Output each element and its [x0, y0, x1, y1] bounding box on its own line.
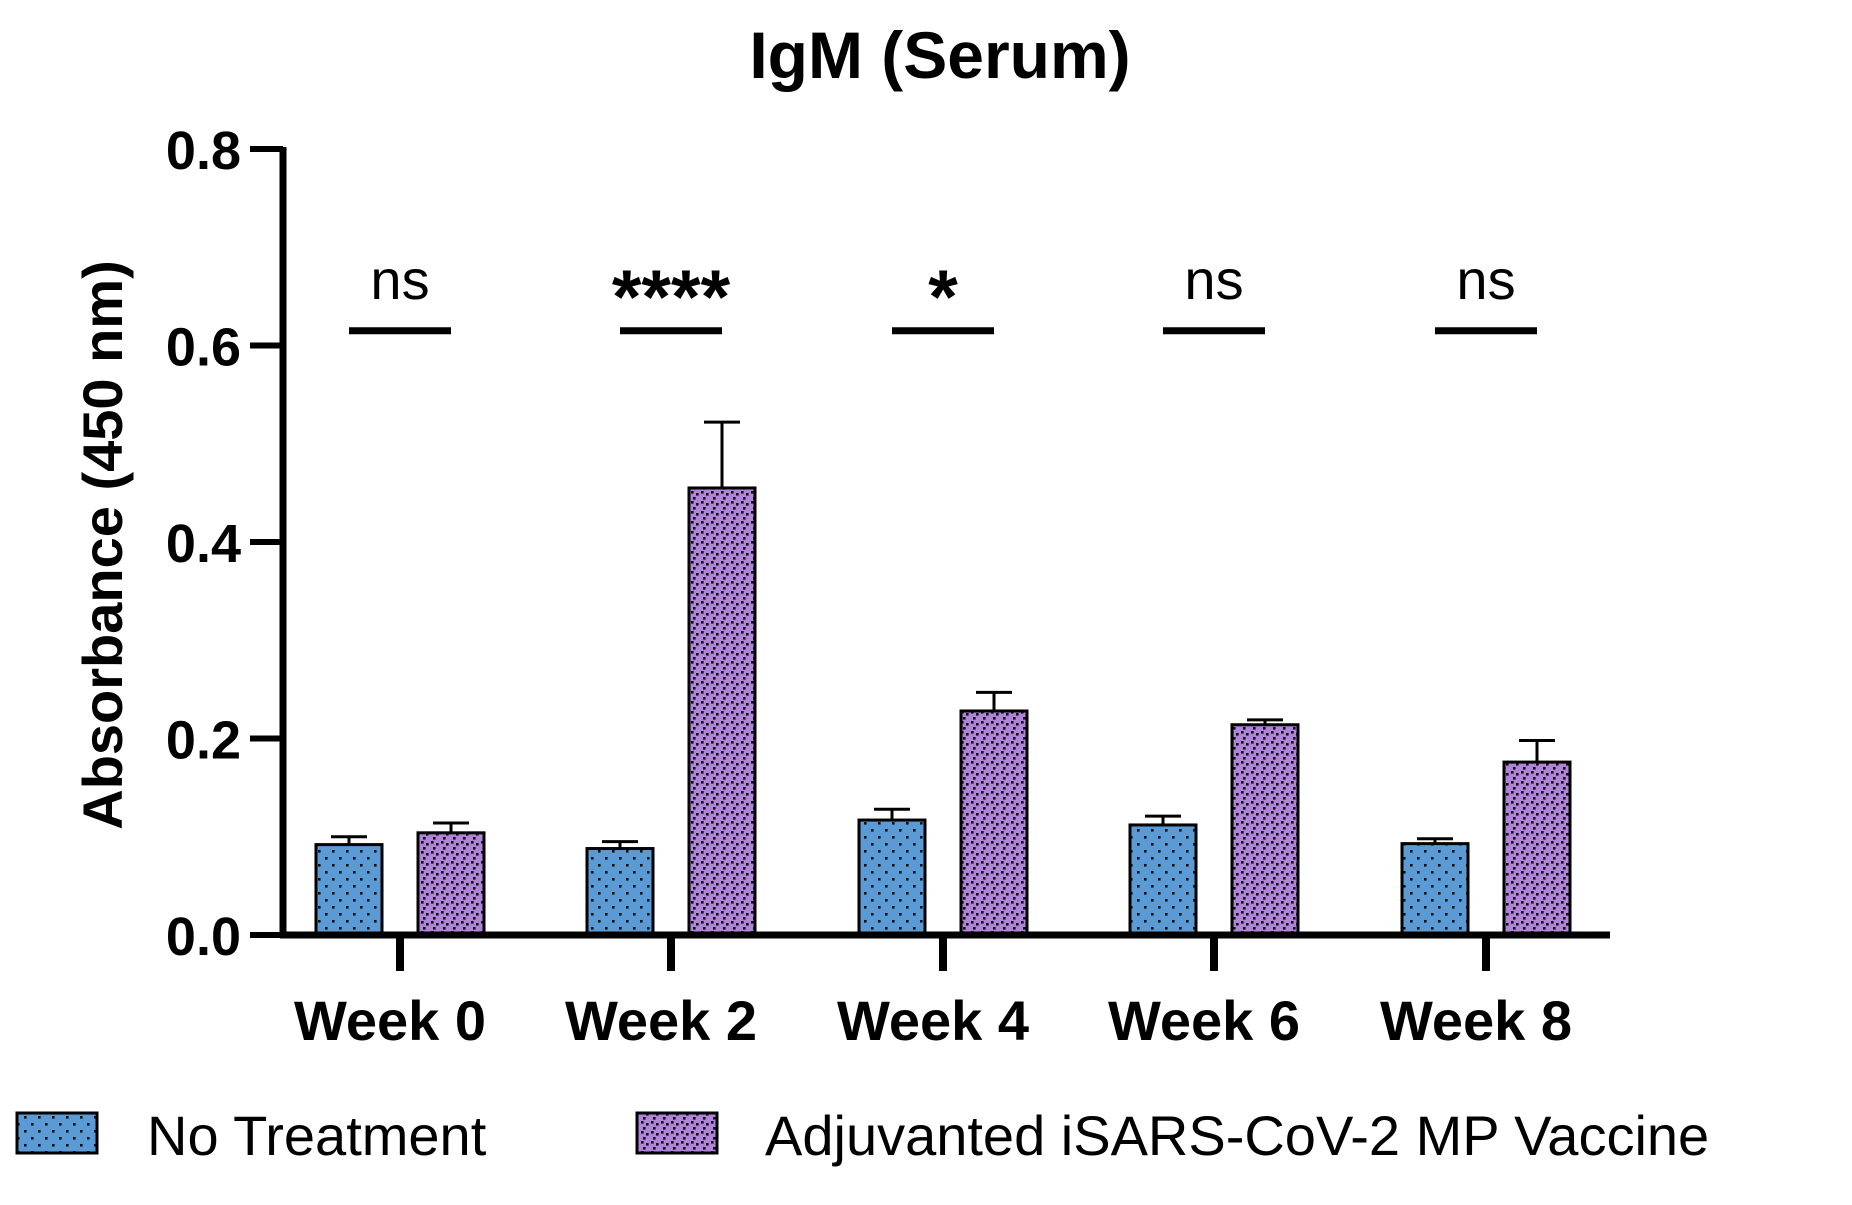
y-tick-label: 0.4	[166, 514, 241, 574]
significance-label: ns	[1456, 248, 1515, 311]
bar	[687, 486, 757, 937]
x-tick-label: Week 2	[565, 989, 757, 1052]
significance-label: *	[928, 255, 958, 340]
legend-label: No Treatment	[147, 1104, 487, 1167]
x-tick-label: Week 4	[837, 989, 1029, 1052]
bar	[585, 847, 655, 937]
significance-label: ns	[1184, 248, 1243, 311]
y-tick-label: 0.8	[166, 121, 241, 181]
x-tick-label: Week 6	[1108, 989, 1300, 1052]
y-tick-label: 0.2	[166, 711, 241, 771]
bar	[1128, 823, 1198, 937]
legend-swatch	[635, 1111, 719, 1155]
bar	[959, 709, 1029, 937]
bar	[1502, 760, 1572, 937]
bar	[314, 843, 384, 937]
significance-label: ns	[370, 248, 429, 311]
legend-label: Adjuvanted iSARS-CoV-2 MP Vaccine	[765, 1104, 1709, 1167]
y-tick-label: 0.6	[166, 318, 241, 378]
bar	[857, 818, 927, 937]
significance-label: ****	[612, 255, 731, 340]
bar	[1400, 842, 1470, 937]
y-tick-label: 0.0	[166, 907, 241, 967]
bar	[416, 831, 486, 937]
bar	[1230, 723, 1300, 937]
x-tick-label: Week 0	[294, 989, 486, 1052]
x-tick-label: Week 8	[1380, 989, 1572, 1052]
y-axis-label: Absorbance (450 nm)	[71, 260, 134, 830]
chart-title: IgM (Serum)	[749, 18, 1130, 92]
legend-swatch	[15, 1111, 99, 1155]
